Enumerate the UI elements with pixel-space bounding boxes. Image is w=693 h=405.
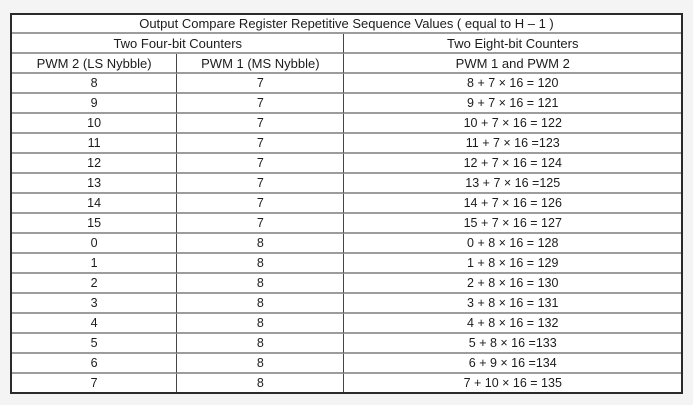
cell-pwm1-value: 8 (177, 374, 345, 392)
title-row: Output Compare Register Repetitive Seque… (12, 15, 681, 34)
cell-sequence-formula: 2 + 8 × 16 = 130 (344, 274, 681, 294)
cell-sequence-formula: 5 + 8 × 16 =133 (344, 334, 681, 354)
table-header: Output Compare Register Repetitive Seque… (12, 15, 681, 74)
cell-pwm2-value: 11 (12, 134, 178, 154)
cell-pwm2-value: 0 (12, 234, 178, 254)
table-row: 12 7 12 + 7 × 16 = 124 (12, 154, 681, 174)
column-header-pwm1-ms-nybble: PWM 1 (MS Nybble) (177, 54, 345, 74)
table-row: 13 7 13 + 7 × 16 =125 (12, 174, 681, 194)
cell-pwm1-value: 8 (177, 314, 345, 334)
table-row: 10 7 10 + 7 × 16 = 122 (12, 114, 681, 134)
cell-pwm2-value: 6 (12, 354, 178, 374)
cell-pwm2-value: 8 (12, 74, 178, 94)
cell-sequence-formula: 14 + 7 × 16 = 126 (344, 194, 681, 214)
cell-sequence-formula: 13 + 7 × 16 =125 (344, 174, 681, 194)
column-header-pwm1-and-pwm2: PWM 1 and PWM 2 (344, 54, 681, 74)
cell-pwm1-value: 8 (177, 354, 345, 374)
cell-pwm2-value: 2 (12, 274, 178, 294)
cell-pwm1-value: 7 (177, 74, 345, 94)
cell-pwm1-value: 8 (177, 274, 345, 294)
cell-sequence-formula: 10 + 7 × 16 = 122 (344, 114, 681, 134)
cell-pwm1-value: 7 (177, 214, 345, 234)
cell-sequence-formula: 7 + 10 × 16 = 135 (463, 376, 562, 390)
cell-pwm1-value: 8 (177, 234, 345, 254)
table-row: 11 7 11 + 7 × 16 =123 (12, 134, 681, 154)
cell-sequence-formula: 1 + 8 × 16 = 129 (344, 254, 681, 274)
cell-pwm2-value: 5 (12, 334, 178, 354)
cell-pwm1-value: 7 (177, 154, 345, 174)
output-compare-table: Output Compare Register Repetitive Seque… (10, 13, 683, 394)
table-title: Output Compare Register Repetitive Seque… (12, 15, 681, 34)
cell-pwm1-value: 7 (177, 94, 345, 114)
cell-pwm1-value: 7 (177, 174, 345, 194)
group-header-row: Two Four-bit Counters Two Eight-bit Coun… (12, 34, 681, 54)
cell-sequence-formula: 15 + 7 × 16 = 127 (344, 214, 681, 234)
cell-sequence-formula: 3 + 8 × 16 = 131 (344, 294, 681, 314)
cell-pwm2-value: 13 (12, 174, 178, 194)
cell-pwm1-value: 8 (177, 334, 345, 354)
table-row: 15 7 15 + 7 × 16 = 127 (12, 214, 681, 234)
cell-pwm1-value: 7 (177, 194, 345, 214)
cell-pwm1-value: 7 (177, 114, 345, 134)
cell-sequence-formula: 0 + 8 × 16 = 128 (344, 234, 681, 254)
group-header-four-bit-counters: Two Four-bit Counters (12, 34, 345, 54)
cell-pwm1-value: 7 (177, 134, 345, 154)
table-row: 14 7 14 + 7 × 16 = 126 (12, 194, 681, 214)
cell-pwm2-value: 14 (12, 194, 178, 214)
column-header-pwm2-ls-nybble: PWM 2 (LS Nybble) (12, 54, 178, 74)
cell-sequence-formula: 4 + 8 × 16 = 132 (344, 314, 681, 334)
cell-pwm2-value: 9 (12, 94, 178, 114)
cell-pwm1-value: 8 (177, 254, 345, 274)
group-header-eight-bit-counters: Two Eight-bit Counters (344, 34, 681, 54)
cell-pwm2-value: 4 (12, 314, 178, 334)
cell-pwm2-value: 10 (12, 114, 178, 134)
cell-sequence-formula: 6 + 9 × 16 =134 (344, 354, 681, 374)
cell-pwm2-value: 15 (12, 214, 178, 234)
cell-pwm2-value: 3 (12, 294, 178, 314)
cell-sequence-formula: 12 + 7 × 16 = 124 (344, 154, 681, 174)
cell-pwm2-value: 12 (12, 154, 178, 174)
cell-sequence-formula: 8 + 7 × 16 = 120 (344, 74, 681, 94)
cell-sequence-formula: 9 + 7 × 16 = 121 (344, 94, 681, 114)
cell-sequence-formula: 11 + 7 × 16 =123 (344, 134, 681, 154)
cell-pwm2-value: 7 (12, 374, 178, 392)
cell-pwm1-value: 8 (177, 294, 345, 314)
cell-pwm2-value: 1 (12, 254, 178, 274)
column-header-row: PWM 2 (LS Nybble) PWM 1 (MS Nybble) PWM … (12, 54, 681, 74)
